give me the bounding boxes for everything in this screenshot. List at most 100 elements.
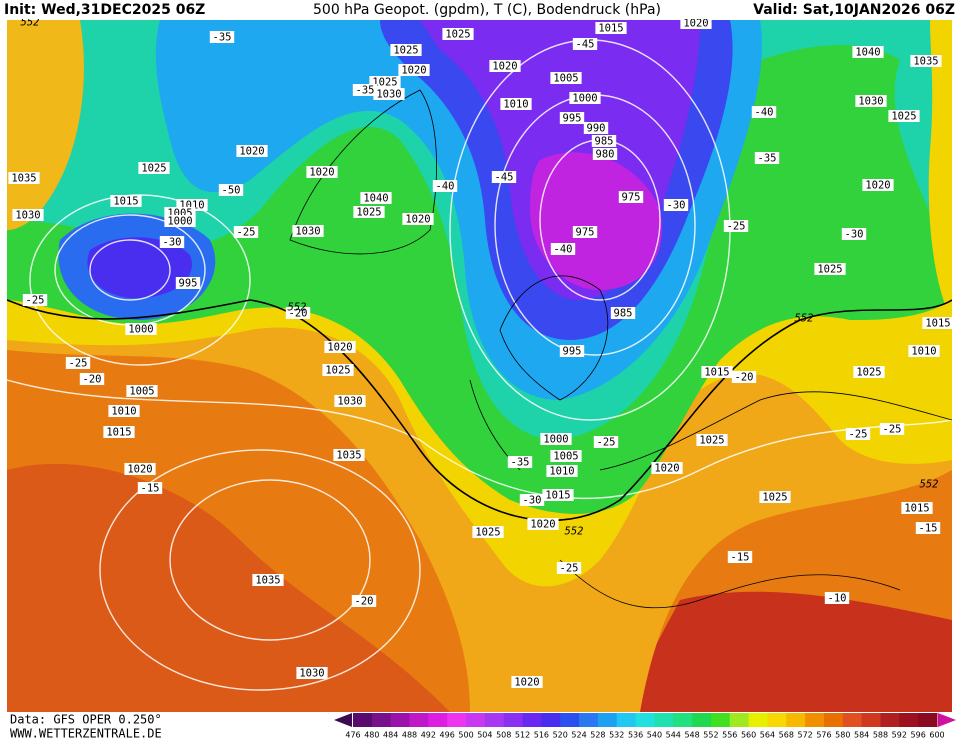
pressure-label-box [442,28,474,40]
colorbar-swatch [748,713,768,727]
pressure-label-box [559,112,585,124]
temperature-label: -35 [213,32,232,44]
pressure-label-box [852,46,884,58]
temperature-label-box [663,199,689,211]
temperature-label: -20 [735,372,754,384]
pressure-label-box [360,192,392,204]
pressure-label: 1015 [704,367,729,379]
colorbar-tick-label: 512 [515,731,530,740]
temperature-label-box [879,423,905,435]
colorbar-tick-label: 500 [458,731,473,740]
pressure-label: 1040 [855,47,880,59]
colorbar-swatch [692,713,712,727]
temperature-label: -25 [237,227,256,239]
pressure-label: 1030 [295,226,320,238]
pressure-label-box [108,405,140,417]
pressure-label-box [369,76,401,88]
temperature-label: -40 [436,181,455,193]
temperature-label-box [723,220,749,232]
temperature-label: -35 [356,85,375,97]
pressure-label: 1020 [401,65,426,77]
data-source: Data: GFS OPER 0.250° [10,713,162,727]
temperature-label: -20 [289,308,308,320]
pressure-label-box [592,148,618,160]
colorbar-swatch [710,713,731,727]
pressure-label: 985 [614,308,633,320]
pressure-label: 1025 [856,367,881,379]
colorbar-tick-label: 576 [816,731,831,740]
contour-552 [7,299,952,522]
pressure-label-box [922,317,954,329]
pressure-label-box [855,95,887,107]
pressure-label: 1005 [129,386,154,398]
pressure-label: 1010 [911,346,936,358]
colorbar-swatch [861,713,881,727]
temperature-label-box [351,595,377,607]
pressure-label-box [126,385,158,397]
temperature-label-box [137,482,163,494]
pressure-label: 1005 [553,451,578,463]
pressure-label-box [550,72,582,84]
pressure-label: 1030 [299,668,324,680]
temperature-label-box [727,551,753,563]
temperature-label-box [352,84,378,96]
colorbar-swatch [616,713,637,727]
pressure-label-box [546,465,578,477]
temperature-label-box [841,228,867,240]
pressure-label-box [333,449,365,461]
temperature-label: -15 [919,523,938,535]
temperature-label: -25 [560,563,579,575]
pressure-label: 990 [587,123,606,135]
temperature-label: -30 [523,495,542,507]
field [7,20,952,712]
temperature-label-box [593,436,619,448]
pressure-label-box [373,88,405,100]
pressure-label-box [550,450,582,462]
pressure-label: 1020 [530,519,555,531]
temperature-label-box [824,592,850,604]
temperature-label-box [432,180,458,192]
colorbar-tick-label: 536 [628,731,643,740]
temperature-label-box [159,236,185,248]
pressure-label-box [236,145,268,157]
colorbar-tick-label: 544 [666,731,681,740]
pressure-label-box [402,213,434,225]
pressure-label: 1020 [683,18,708,30]
pressure-label-box [814,263,846,275]
pressure-label: 995 [563,113,582,125]
colorbar-swatch [918,713,938,727]
colorbar-arrow-right [938,713,956,727]
pressure-label: 995 [179,278,198,290]
colorbar-tick-label: 540 [647,731,662,740]
pressure-label-box [908,345,940,357]
pressure-label-box [559,345,585,357]
pressure-label: 1010 [549,466,574,478]
colorbar-tick-label: 520 [553,731,568,740]
temperature-label: -25 [69,358,88,370]
pressure-label: 1025 [445,29,470,41]
field-magenta [530,152,662,290]
temperature-label: -10 [828,593,847,605]
colorbar-tick-label: 488 [402,731,417,740]
pressure-label-box [175,277,201,289]
pressure-label-box [296,667,328,679]
temperature-label-box [731,371,757,383]
pressure-label-box [569,92,601,104]
colorbar-swatch [353,713,373,727]
pressure-label: 1015 [925,318,950,330]
pressure-label: 1025 [475,527,500,539]
pressure-label-box [324,341,356,353]
pressure-label-box [862,179,894,191]
pressure-label: 1025 [817,264,842,276]
pressure-label: 1015 [545,490,570,502]
temperature-label-box [233,226,259,238]
pressure-label: 1000 [167,216,192,228]
colorbar-swatch [503,713,524,727]
colorbar-tick-label: 556 [722,731,737,740]
colorbar-swatch [805,713,825,727]
pressure-label-box [334,395,366,407]
pressure-label-box [888,110,920,122]
pressure-label: 1030 [337,396,362,408]
pressure-label-box [124,463,156,475]
